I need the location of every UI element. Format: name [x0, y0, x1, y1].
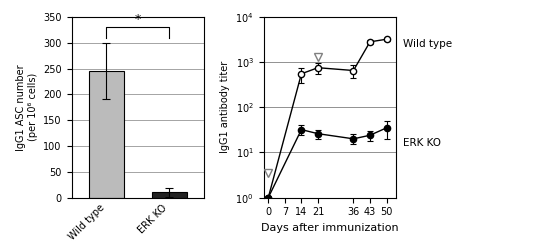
Text: *: * [135, 13, 141, 26]
Bar [89, 71, 124, 198]
Text: ERK KO: ERK KO [403, 138, 441, 148]
Text: Wild type: Wild type [403, 39, 452, 49]
Y-axis label: IgG1 antibody titer: IgG1 antibody titer [220, 61, 230, 153]
Y-axis label: IgG1 ASC number
(per 10⁶ cells): IgG1 ASC number (per 10⁶ cells) [16, 64, 37, 151]
X-axis label: Days after immunization: Days after immunization [261, 223, 399, 233]
Bar [152, 193, 186, 198]
